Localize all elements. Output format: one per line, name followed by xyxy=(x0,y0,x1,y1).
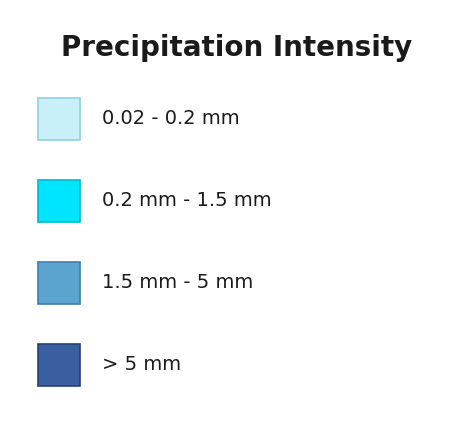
Text: > 5 mm: > 5 mm xyxy=(102,356,181,375)
Text: 0.2 mm - 1.5 mm: 0.2 mm - 1.5 mm xyxy=(102,191,272,211)
Bar xyxy=(38,262,80,304)
Bar xyxy=(38,98,80,140)
Bar xyxy=(38,344,80,386)
Text: Precipitation Intensity: Precipitation Intensity xyxy=(61,34,413,62)
Text: 0.02 - 0.2 mm: 0.02 - 0.2 mm xyxy=(102,110,240,129)
Text: 1.5 mm - 5 mm: 1.5 mm - 5 mm xyxy=(102,273,253,292)
Bar xyxy=(38,180,80,222)
